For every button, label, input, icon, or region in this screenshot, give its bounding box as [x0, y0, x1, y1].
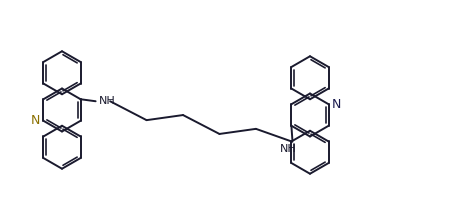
Text: NH: NH	[280, 144, 297, 154]
Text: NH: NH	[99, 96, 115, 106]
Text: N: N	[31, 114, 41, 127]
Text: N: N	[331, 98, 341, 111]
